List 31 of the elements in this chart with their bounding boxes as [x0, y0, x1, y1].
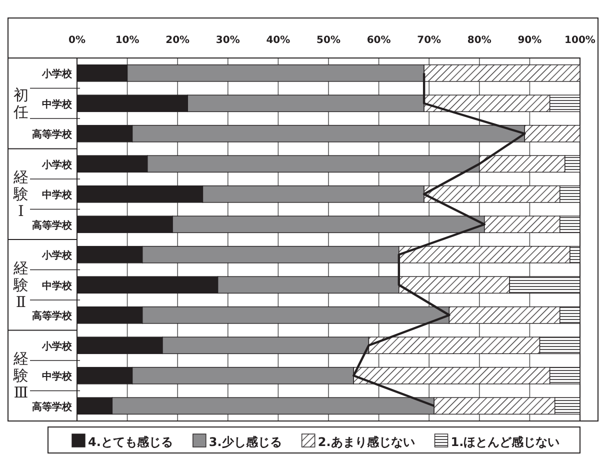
x-tick-label: 0%	[68, 35, 86, 46]
y-tick-label: 高等学校	[32, 400, 73, 413]
y-tick-label: 小学校	[41, 158, 73, 171]
legend-label: 1.ほとんど感じない	[450, 435, 560, 449]
text: 初任	[12, 86, 28, 121]
y-tick-label: 高等学校	[32, 219, 73, 232]
x-tick-label: 50%	[316, 35, 340, 46]
x-tick-label: 20%	[166, 35, 190, 46]
y-tick-label: 小学校	[41, 250, 73, 262]
x-tick-label: 80%	[467, 35, 492, 46]
y-tick-label: 高等学校	[32, 128, 73, 141]
y-tick-label: 中学校	[42, 98, 73, 110]
x-tick-label: 60%	[366, 35, 391, 46]
text: 経験Ⅱ	[12, 258, 28, 311]
y-tick-label: 高等学校	[32, 310, 73, 322]
text: 経験Ⅰ	[12, 168, 28, 220]
y-tick-label: 小学校	[41, 340, 73, 352]
x-tick-label: 90%	[518, 35, 542, 46]
y-tick-label: 中学校	[42, 280, 73, 292]
x-tick-label: 40%	[266, 35, 290, 46]
y-tick-label: 中学校	[42, 370, 73, 383]
y-tick-label: 中学校	[42, 189, 73, 202]
y-tick-label: 小学校	[41, 68, 73, 80]
legend-label: 3.少し感じる	[208, 435, 282, 449]
legend-label: 2.あまり感じない	[318, 435, 415, 449]
x-tick-label: 10%	[115, 35, 140, 46]
legend-label: 4.とても感じる	[88, 435, 173, 449]
x-tick-label: 100%	[564, 35, 596, 46]
text: 経験Ⅲ	[12, 350, 28, 402]
x-tick-label: 70%	[417, 35, 442, 46]
x-tick-label: 30%	[216, 35, 240, 46]
